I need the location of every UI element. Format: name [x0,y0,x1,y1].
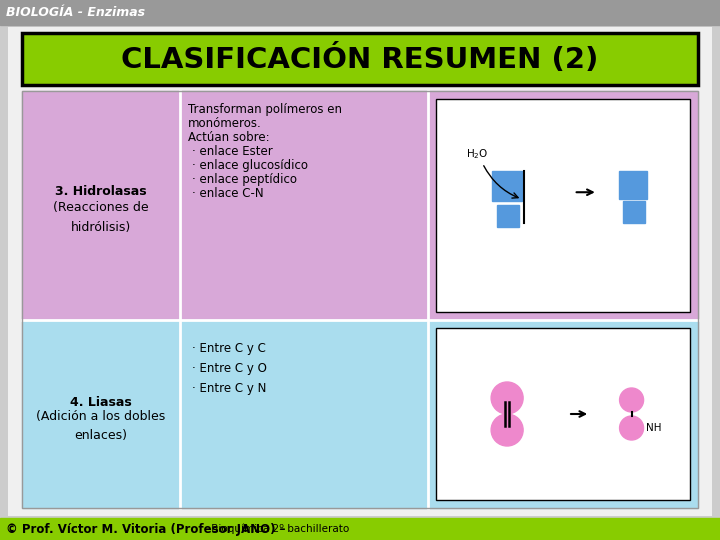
Bar [22,320,180,508]
Bar [619,171,647,199]
Bar [22,33,698,85]
Circle shape [491,414,523,446]
Text: NH: NH [646,423,661,433]
Text: BIOLOGÍA - Enzimas: BIOLOGÍA - Enzimas [6,6,145,19]
Bar [436,328,690,500]
Bar [623,201,645,223]
Bar [0,518,720,540]
Bar [22,91,180,320]
Bar [180,91,428,320]
Text: © Prof. Víctor M. Vitoria (Profesor JANO) –: © Prof. Víctor M. Vitoria (Profesor JANO… [6,523,286,536]
Circle shape [620,388,644,412]
Text: (Adición a los dobles
enlaces): (Adición a los dobles enlaces) [37,410,166,442]
Bar [497,205,519,227]
Text: · Entre C y N: · Entre C y N [192,382,266,395]
Circle shape [491,382,523,414]
Text: · Entre C y C: · Entre C y C [192,342,266,355]
Circle shape [620,416,644,440]
Bar [428,320,698,508]
Text: · Entre C y O: · Entre C y O [192,362,267,375]
Bar [0,0,720,25]
Text: · enlace Ester: · enlace Ester [192,145,273,158]
Text: 4. Liasas: 4. Liasas [70,395,132,408]
Text: Actúan sobre:: Actúan sobre: [188,131,269,144]
Text: · enlace C-N: · enlace C-N [192,187,264,200]
Text: CLASIFICACIÓN RESUMEN (2): CLASIFICACIÓN RESUMEN (2) [121,44,599,74]
Bar [436,99,690,312]
Bar [428,91,698,320]
Text: H$_2$O: H$_2$O [467,147,489,161]
Text: (Reacciones de
hidrólisis): (Reacciones de hidrólisis) [53,201,149,233]
Text: · enlace glucosídico: · enlace glucosídico [192,159,308,172]
Bar [180,320,428,508]
Bar [22,91,698,508]
Text: 3. Hidrolasas: 3. Hidrolasas [55,185,147,198]
Text: · enlace peptídico: · enlace peptídico [192,173,297,186]
Text: Transforman polímeros en: Transforman polímeros en [188,103,342,116]
Text: monómeros.: monómeros. [188,117,262,130]
Bar [492,171,522,201]
Text: Bioquímica 2º bachillerato: Bioquímica 2º bachillerato [208,524,349,534]
